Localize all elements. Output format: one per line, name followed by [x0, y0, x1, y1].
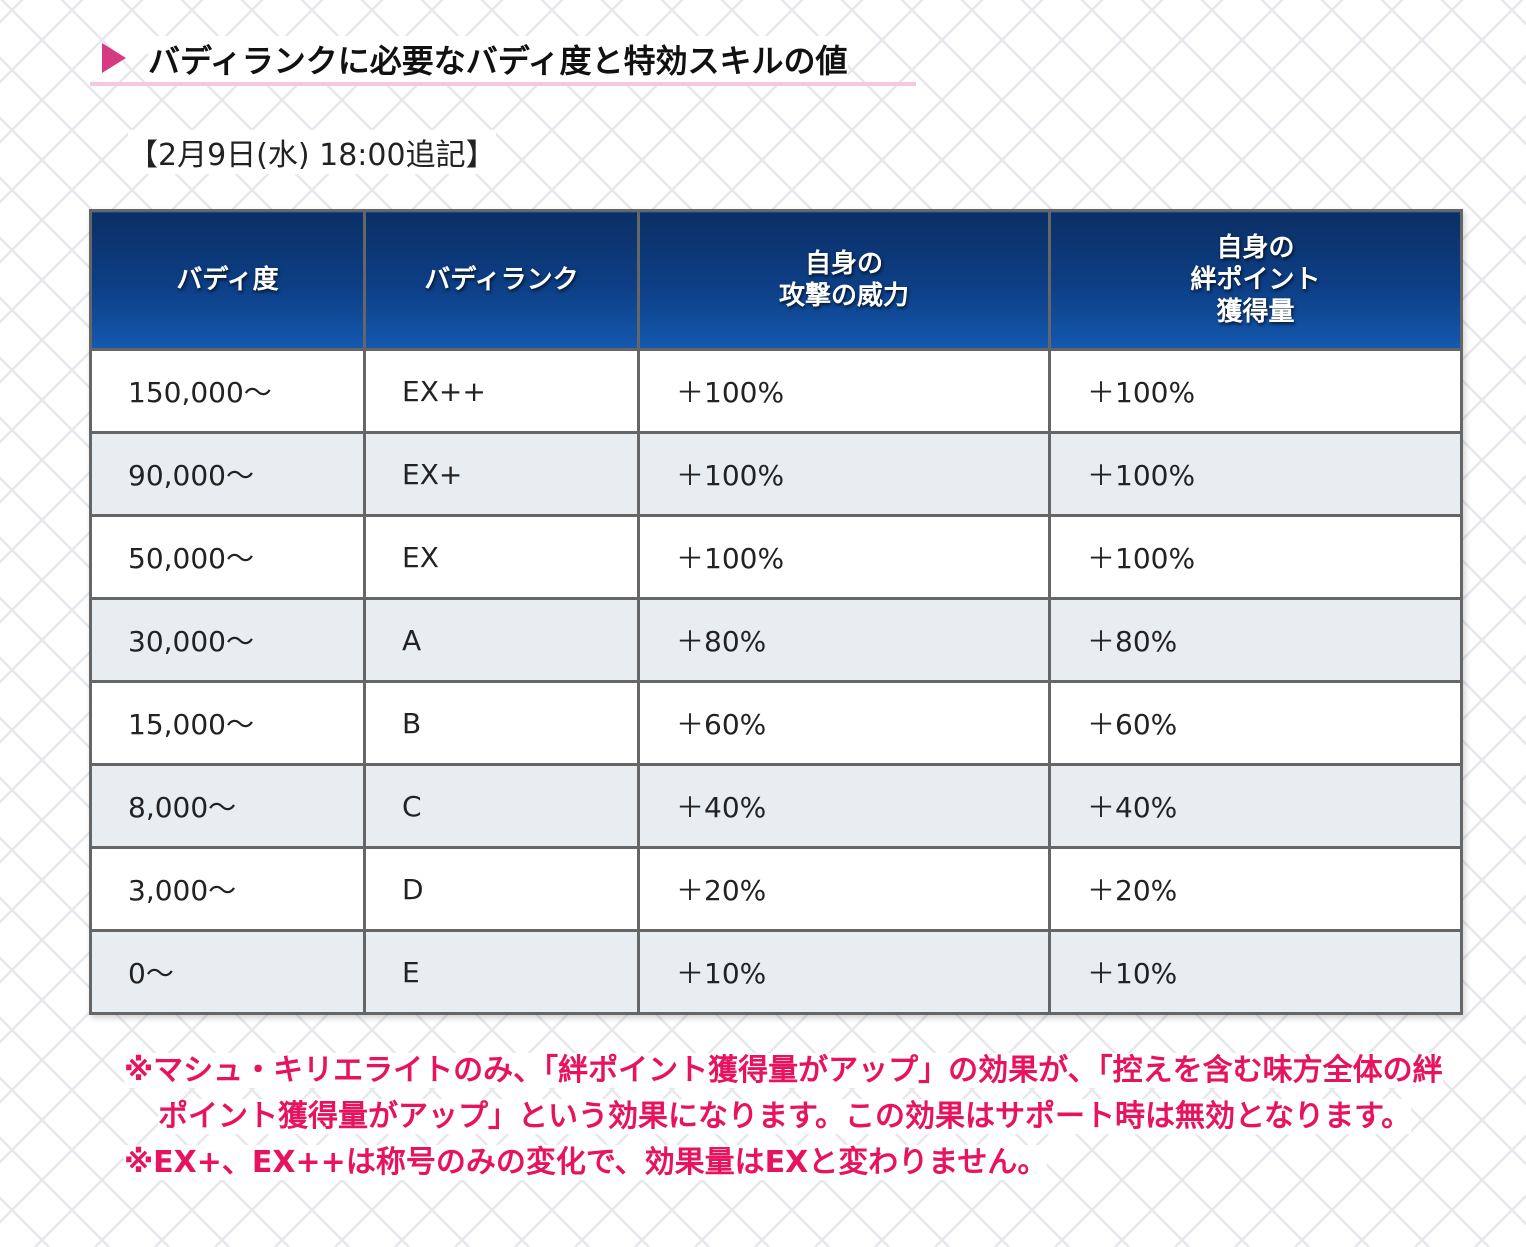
footnote-ex-rank: ※EX+、EX++は称号のみの変化で、効果量はEXと変わりません。	[124, 1140, 1464, 1186]
cell-attack-bonus: ＋80%	[637, 597, 1051, 683]
triangle-bullet-icon	[102, 43, 126, 73]
cell-buddy-rank: EX	[363, 514, 640, 600]
cell-bond-bonus: ＋80%	[1048, 597, 1463, 683]
cell-buddy-rank: B	[363, 680, 640, 766]
update-note: 【2月9日(水) 18:00追記】	[128, 130, 496, 174]
cell-attack-bonus: ＋40%	[637, 763, 1051, 849]
header-attack-power: 自身の 攻撃の威力	[637, 209, 1051, 351]
cell-buddy-points: 90,000〜	[89, 431, 366, 517]
header-line: 自身の	[1216, 233, 1295, 263]
header-line: 自身の	[804, 249, 883, 279]
cell-bond-bonus: ＋60%	[1048, 680, 1463, 766]
header-line: 獲得量	[1216, 297, 1295, 327]
cell-buddy-points: 150,000〜	[89, 348, 366, 434]
table-row: 0〜 E ＋10% ＋10%	[89, 929, 1463, 1015]
footnote-text: ※マシュ・キリエライトのみ、「絆ポイント獲得量がアップ」の効果が、「控えを含む味…	[124, 1053, 1443, 1134]
table-row: 90,000〜 EX+ ＋100% ＋100%	[89, 431, 1463, 517]
cell-buddy-points: 30,000〜	[89, 597, 366, 683]
cell-buddy-rank: EX++	[363, 348, 640, 434]
cell-buddy-points: 8,000〜	[89, 763, 366, 849]
table-row: 15,000〜 B ＋60% ＋60%	[89, 680, 1463, 766]
cell-buddy-points: 3,000〜	[89, 846, 366, 932]
cell-bond-bonus: ＋40%	[1048, 763, 1463, 849]
footnotes: ※マシュ・キリエライトのみ、「絆ポイント獲得量がアップ」の効果が、「控えを含む味…	[124, 1048, 1464, 1186]
header-buddy-points: バディ度	[89, 209, 366, 351]
table-row: 50,000〜 EX ＋100% ＋100%	[89, 514, 1463, 600]
header-line: 絆ポイント	[1190, 265, 1321, 295]
cell-buddy-points: 15,000〜	[89, 680, 366, 766]
cell-buddy-rank: A	[363, 597, 640, 683]
cell-attack-bonus: ＋20%	[637, 846, 1051, 932]
cell-attack-bonus: ＋60%	[637, 680, 1051, 766]
cell-bond-bonus: ＋100%	[1048, 348, 1463, 434]
cell-attack-bonus: ＋100%	[637, 431, 1051, 517]
cell-buddy-rank: E	[363, 929, 640, 1015]
header-line: バディ度	[176, 265, 279, 295]
section-heading: バディランクに必要なバディ度と特効スキルの値	[90, 30, 916, 86]
table-row: 8,000〜 C ＋40% ＋40%	[89, 763, 1463, 849]
section-title: バディランクに必要なバディ度と特効スキルの値	[148, 36, 848, 82]
cell-bond-bonus: ＋10%	[1048, 929, 1463, 1015]
table-row: 30,000〜 A ＋80% ＋80%	[89, 597, 1463, 683]
cell-buddy-rank: D	[363, 846, 640, 932]
cell-attack-bonus: ＋100%	[637, 348, 1051, 434]
footnote-text: ※EX+、EX++は称号のみの変化で、効果量はEXと変わりません。	[124, 1145, 1048, 1180]
cell-bond-bonus: ＋100%	[1048, 431, 1463, 517]
table-row: 150,000〜 EX++ ＋100% ＋100%	[89, 348, 1463, 434]
buddy-rank-table: バディ度 バディランク 自身の 攻撃の威力 自身の 絆ポイント 獲得量 150,…	[89, 209, 1463, 1015]
cell-buddy-points: 0〜	[89, 929, 366, 1015]
header-line: 攻撃の威力	[778, 281, 909, 311]
header-line: バディランク	[424, 265, 579, 295]
cell-attack-bonus: ＋10%	[637, 929, 1051, 1015]
table-row: 3,000〜 D ＋20% ＋20%	[89, 846, 1463, 932]
cell-buddy-rank: EX+	[363, 431, 640, 517]
cell-bond-bonus: ＋100%	[1048, 514, 1463, 600]
cell-buddy-points: 50,000〜	[89, 514, 366, 600]
header-buddy-rank: バディランク	[363, 209, 640, 351]
cell-bond-bonus: ＋20%	[1048, 846, 1463, 932]
cell-buddy-rank: C	[363, 763, 640, 849]
table-header-row: バディ度 バディランク 自身の 攻撃の威力 自身の 絆ポイント 獲得量	[89, 209, 1463, 351]
footnote-mash: ※マシュ・キリエライトのみ、「絆ポイント獲得量がアップ」の効果が、「控えを含む味…	[124, 1048, 1464, 1140]
cell-attack-bonus: ＋100%	[637, 514, 1051, 600]
header-bond-points: 自身の 絆ポイント 獲得量	[1048, 209, 1463, 351]
